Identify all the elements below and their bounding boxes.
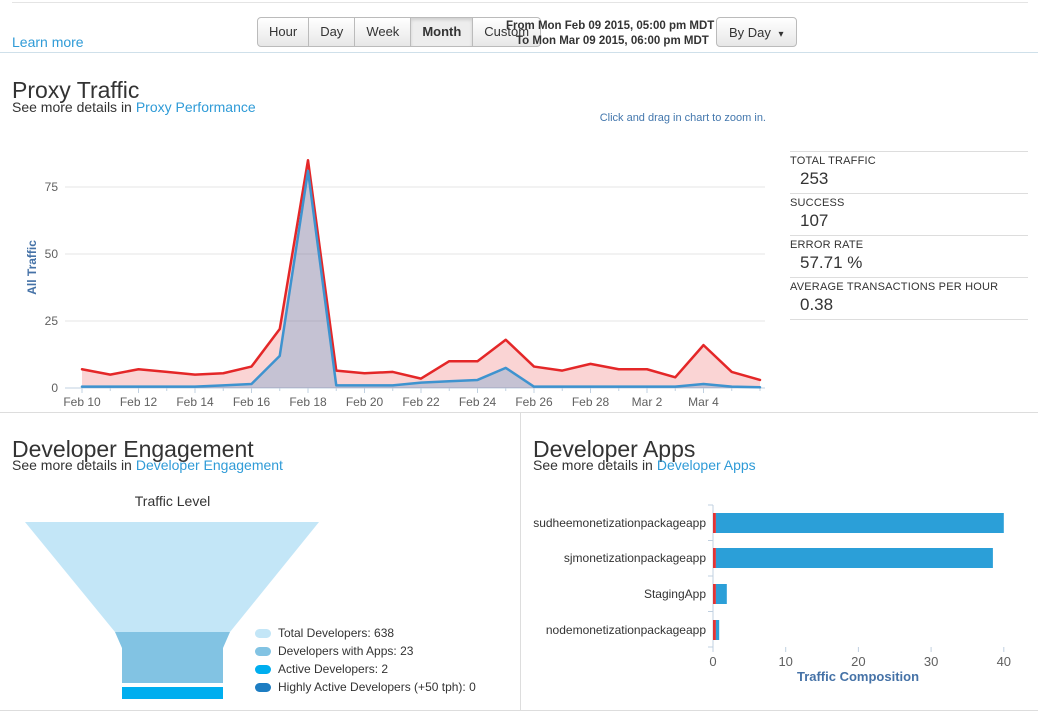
developer-engagement-subtitle: See more details in Developer Engagement [12,457,283,473]
legend-item-highly-active-developers[interactable]: Highly Active Developers (+50 tph): 0 [255,678,476,696]
subtitle-prefix: See more details in [12,457,132,473]
section-divider [0,412,1038,413]
legend-swatch [255,628,271,638]
svg-text:Traffic Composition: Traffic Composition [797,669,919,684]
caret-down-icon: ▾ [778,28,784,40]
range-button-week[interactable]: Week [355,17,412,47]
funnel-legend: Total Developers: 638 Developers with Ap… [255,624,476,696]
svg-text:Feb 22: Feb 22 [402,395,440,409]
svg-text:Feb 18: Feb 18 [289,395,327,409]
range-button-month[interactable]: Month [411,17,474,47]
range-button-day[interactable]: Day [309,17,356,47]
legend-label: Developers with Apps: 23 [278,644,414,658]
svg-text:nodemonetizationpackageapp: nodemonetizationpackageapp [546,623,706,637]
svg-text:10: 10 [778,654,792,669]
bottom-divider [0,710,1038,711]
svg-text:sudheemonetizationpackageapp: sudheemonetizationpackageapp [533,516,706,530]
stat-label: SUCCESS [790,197,845,209]
svg-text:Feb 24: Feb 24 [459,395,497,409]
top-divider [12,2,1028,3]
date-range-display: From Mon Feb 09 2015, 05:00 pm MDT To Mo… [506,19,714,49]
vertical-divider [520,413,521,710]
svg-text:Feb 20: Feb 20 [346,395,384,409]
stat-value: 57.71 % [800,253,863,272]
time-range-button-group: Hour Day Week Month Custom [257,17,542,47]
legend-swatch [255,646,271,656]
legend-item-developers-with-apps[interactable]: Developers with Apps: 23 [255,642,476,660]
svg-text:Feb 16: Feb 16 [233,395,271,409]
svg-text:Feb 10: Feb 10 [63,395,101,409]
stat-row-error-rate: ERROR RATE 57.71 % [790,235,1028,277]
developer-apps-subtitle: See more details in Developer Apps [533,457,756,473]
svg-text:Feb 26: Feb 26 [515,395,553,409]
subtitle-prefix: See more details in [533,457,653,473]
traffic-stats-panel: TOTAL TRAFFIC 253 SUCCESS 107 ERROR RATE… [790,151,1028,320]
chart-zoom-hint: Click and drag in chart to zoom in. [599,112,766,124]
stat-label: AVERAGE TRANSACTIONS PER HOUR [790,281,999,293]
developer-apps-link[interactable]: Developer Apps [656,457,756,473]
range-button-hour[interactable]: Hour [257,17,310,47]
svg-text:0: 0 [709,654,716,669]
developer-engagement-link[interactable]: Developer Engagement [135,457,283,473]
proxy-traffic-chart[interactable]: 0 25 50 75 Feb 10 Feb 12 Feb 14 Feb 16 Feb 18 Feb… [0,130,790,410]
developer-apps-bar-chart: 0 10 20 30 40 sudheemonetizationpackageapp sjm… [533,504,1011,684]
topbar-divider [0,52,1038,53]
developer-engagement-funnel-chart [25,522,319,699]
date-from: From Mon Feb 09 2015, 05:00 pm MDT [506,20,715,32]
svg-text:20: 20 [851,654,865,669]
legend-label: Active Developers: 2 [278,662,389,676]
stat-label: ERROR RATE [790,239,864,251]
stat-label: TOTAL TRAFFIC [790,155,876,167]
svg-text:Mar 4: Mar 4 [688,395,719,409]
svg-text:40: 40 [997,654,1011,669]
svg-text:30: 30 [924,654,938,669]
funnel-chart-title: Traffic Level [134,493,211,509]
legend-label: Highly Active Developers (+50 tph): 0 [278,680,476,694]
svg-text:All Traffic: All Traffic [25,240,39,295]
group-by-dropdown[interactable]: By Day ▾ [716,17,797,47]
svg-text:StagingApp: StagingApp [644,587,706,601]
stat-value: 253 [800,169,829,188]
svg-text:25: 25 [45,314,59,328]
stat-row-avg-tph: AVERAGE TRANSACTIONS PER HOUR 0.38 [790,277,1028,320]
svg-text:Feb 12: Feb 12 [120,395,158,409]
svg-text:Feb 28: Feb 28 [572,395,610,409]
stat-row-success: SUCCESS 107 [790,193,1028,235]
developer-apps-title: Developer Apps [533,436,696,463]
date-to: To Mon Mar 09 2015, 06:00 pm MDT [516,35,709,47]
legend-swatch [255,682,271,692]
developer-engagement-title: Developer Engagement [12,436,254,463]
stat-value: 0.38 [800,295,834,314]
svg-text:Feb 14: Feb 14 [176,395,214,409]
legend-swatch [255,664,271,674]
learn-more-link[interactable]: Learn more [12,34,84,50]
subtitle-prefix: See more details in [12,99,132,115]
svg-text:Mar 2: Mar 2 [632,395,663,409]
proxy-performance-link[interactable]: Proxy Performance [135,99,256,115]
svg-text:0: 0 [51,381,58,395]
svg-text:sjmonetizationpackageapp: sjmonetizationpackageapp [564,551,706,565]
legend-item-total-developers[interactable]: Total Developers: 638 [255,624,476,642]
stat-value: 107 [800,211,829,230]
group-by-label: By Day [729,24,771,40]
svg-text:50: 50 [45,247,59,261]
legend-label: Total Developers: 638 [278,626,395,640]
range-button-custom[interactable]: Custom [473,17,542,47]
proxy-traffic-subtitle: See more details in Proxy Performance [12,99,256,115]
proxy-traffic-title: Proxy Traffic [12,77,140,104]
stat-row-total-traffic: TOTAL TRAFFIC 253 [790,151,1028,193]
legend-item-active-developers[interactable]: Active Developers: 2 [255,660,476,678]
svg-text:75: 75 [45,180,59,194]
